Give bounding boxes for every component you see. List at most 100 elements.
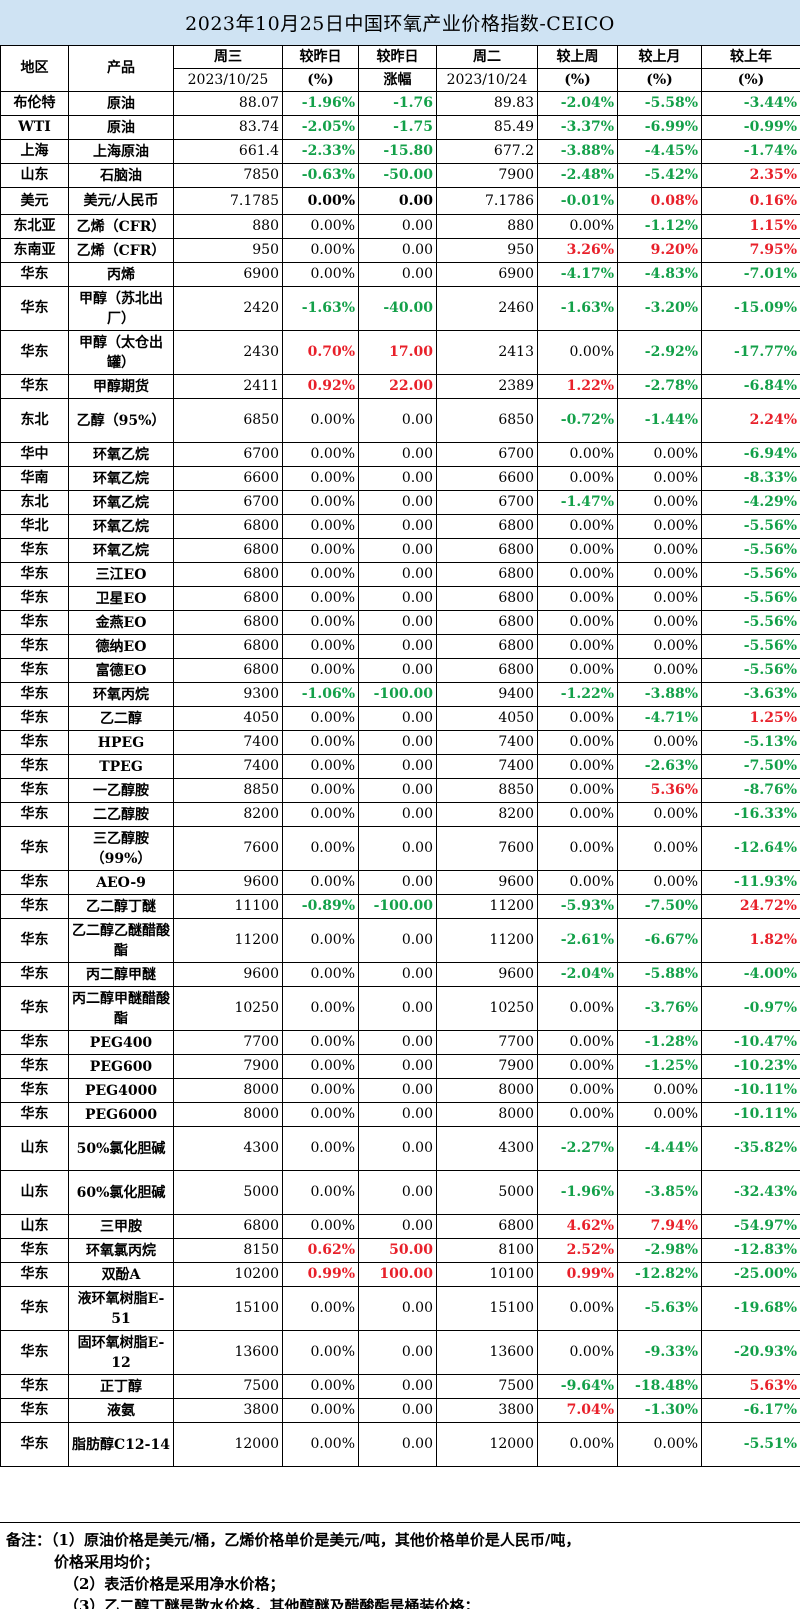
cell-product: 丙二醇甲醚 [68,962,174,987]
header-tue-date: 2023/10/24 [436,68,538,92]
cell-chg-year: -6.84% [701,374,800,399]
cell-chg-day-amt: -40.00 [358,286,437,331]
cell-tue-price: 677.2 [436,139,538,164]
cell-tue-price: 85.49 [436,115,538,140]
cell-chg-week: -2.04% [537,962,618,987]
cell-product: 甲醇期货 [68,374,174,399]
cell-product: 原油 [68,91,174,116]
cell-chg-year: -54.97% [701,1214,800,1239]
cell-region: 华东 [0,754,69,779]
cell-region: 东北 [0,490,69,515]
cell-tue-price: 2389 [436,374,538,399]
cell-chg-week: 1.22% [537,374,618,399]
cell-chg-month: -2.63% [617,754,702,779]
cell-region: 华东 [0,894,69,919]
cell-product: 乙二醇 [68,706,174,731]
cell-chg-year: -16.33% [701,802,800,827]
cell-chg-day-pct: 0.00% [282,187,359,215]
cell-chg-month: -2.92% [617,330,702,375]
cell-chg-day-pct: 0.00% [282,586,359,611]
cell-tue-price: 9400 [436,682,538,707]
cell-tue-price: 11200 [436,894,538,919]
table-row: 华东 HPEG 7400 0.00% 0.00 7400 0.00% 0.00% -5.13% [0,730,800,755]
cell-chg-month: 0.08% [617,187,702,215]
cell-product: 环氧乙烷 [68,490,174,515]
cell-chg-day-pct: 0.00% [282,1030,359,1055]
cell-chg-month: 0.00% [617,658,702,683]
cell-chg-week: -2.61% [537,918,618,963]
cell-wed-price: 88.07 [173,91,283,116]
cell-chg-month: 0.00% [617,802,702,827]
table-row: 华东 PEG600 7900 0.00% 0.00 7900 0.00% -1.25% -10.… [0,1054,800,1079]
table-row: 华东 固环氧树脂E-12 13600 0.00% 0.00 13600 0.00% -9.33… [0,1330,800,1375]
cell-chg-day-pct: 0.00% [282,1078,359,1103]
table-row: 山东 50%氯化胆碱 4300 0.00% 0.00 4300 -2.27% -4.44% -3… [0,1126,800,1171]
cell-wed-price: 950 [173,238,283,263]
cell-chg-month: -7.50% [617,894,702,919]
cell-chg-day-amt: 0.00 [358,986,437,1031]
cell-chg-day-amt: 0.00 [358,870,437,895]
header-chg-month-unit: (%) [617,68,702,92]
cell-wed-price: 7500 [173,1374,283,1399]
cell-wed-price: 10200 [173,1262,283,1287]
table-row: 华东 富德EO 6800 0.00% 0.00 6800 0.00% 0.00% -5.56% [0,658,800,683]
cell-region: 华东 [0,802,69,827]
cell-chg-month: 0.00% [617,466,702,491]
cell-region: 山东 [0,163,69,188]
cell-product: PEG6000 [68,1102,174,1127]
table-row: 华东 正丁醇 7500 0.00% 0.00 7500 -9.64% -18.48% 5.63% [0,1374,800,1399]
cell-region: 华东 [0,1422,69,1467]
cell-chg-month: -2.78% [617,374,702,399]
cell-region: 山东 [0,1170,69,1215]
cell-product: 正丁醇 [68,1374,174,1399]
cell-region: 华东 [0,286,69,331]
cell-chg-day-amt: 0.00 [358,398,437,443]
cell-chg-month: -3.20% [617,286,702,331]
cell-tue-price: 15100 [436,1286,538,1331]
table-row: 华东 脂肪醇C12-14 12000 0.00% 0.00 12000 0.00% 0.00%… [0,1422,800,1467]
cell-chg-month: 0.00% [617,826,702,871]
cell-region: 华东 [0,1398,69,1423]
cell-chg-day-pct: 0.00% [282,826,359,871]
cell-tue-price: 8000 [436,1078,538,1103]
cell-chg-day-pct: 0.00% [282,466,359,491]
cell-chg-day-pct: 0.00% [282,538,359,563]
cell-chg-week: -3.88% [537,139,618,164]
cell-chg-day-pct: 0.00% [282,870,359,895]
cell-product: 乙醇（95%） [68,398,174,443]
cell-chg-week: -2.27% [537,1126,618,1171]
cell-product: 环氧乙烷 [68,538,174,563]
cell-chg-week: 0.00% [537,730,618,755]
cell-chg-month: -1.25% [617,1054,702,1079]
table-row: 华东 甲醇期货 2411 0.92% 22.00 2389 1.22% -2.78% -6.84… [0,374,800,399]
cell-region: 东南亚 [0,238,69,263]
cell-chg-day-amt: 0.00 [358,802,437,827]
cell-chg-year: -3.44% [701,91,800,116]
cell-product: 甲醇（苏北出厂） [68,286,174,331]
cell-tue-price: 9600 [436,870,538,895]
cell-product: 一乙醇胺 [68,778,174,803]
cell-chg-week: -0.01% [537,187,618,215]
cell-chg-week: 0.00% [537,442,618,467]
cell-product: 乙烯（CFR） [68,238,174,263]
cell-chg-week: 0.00% [537,1422,618,1467]
cell-chg-month: 0.00% [617,1102,702,1127]
cell-wed-price: 6700 [173,490,283,515]
cell-wed-price: 8000 [173,1078,283,1103]
cell-chg-day-pct: -1.96% [282,91,359,116]
cell-tue-price: 6700 [436,490,538,515]
cell-region: 华东 [0,610,69,635]
cell-wed-price: 8850 [173,778,283,803]
cell-chg-year: -5.56% [701,610,800,635]
cell-chg-week: 0.00% [537,1286,618,1331]
cell-chg-year: -32.43% [701,1170,800,1215]
cell-chg-month: 0.00% [617,538,702,563]
cell-chg-year: -15.09% [701,286,800,331]
cell-chg-week: 0.00% [537,1078,618,1103]
cell-chg-month: 0.00% [617,610,702,635]
cell-chg-day-amt: -100.00 [358,682,437,707]
cell-wed-price: 6600 [173,466,283,491]
cell-chg-year: -5.56% [701,562,800,587]
cell-chg-month: -18.48% [617,1374,702,1399]
